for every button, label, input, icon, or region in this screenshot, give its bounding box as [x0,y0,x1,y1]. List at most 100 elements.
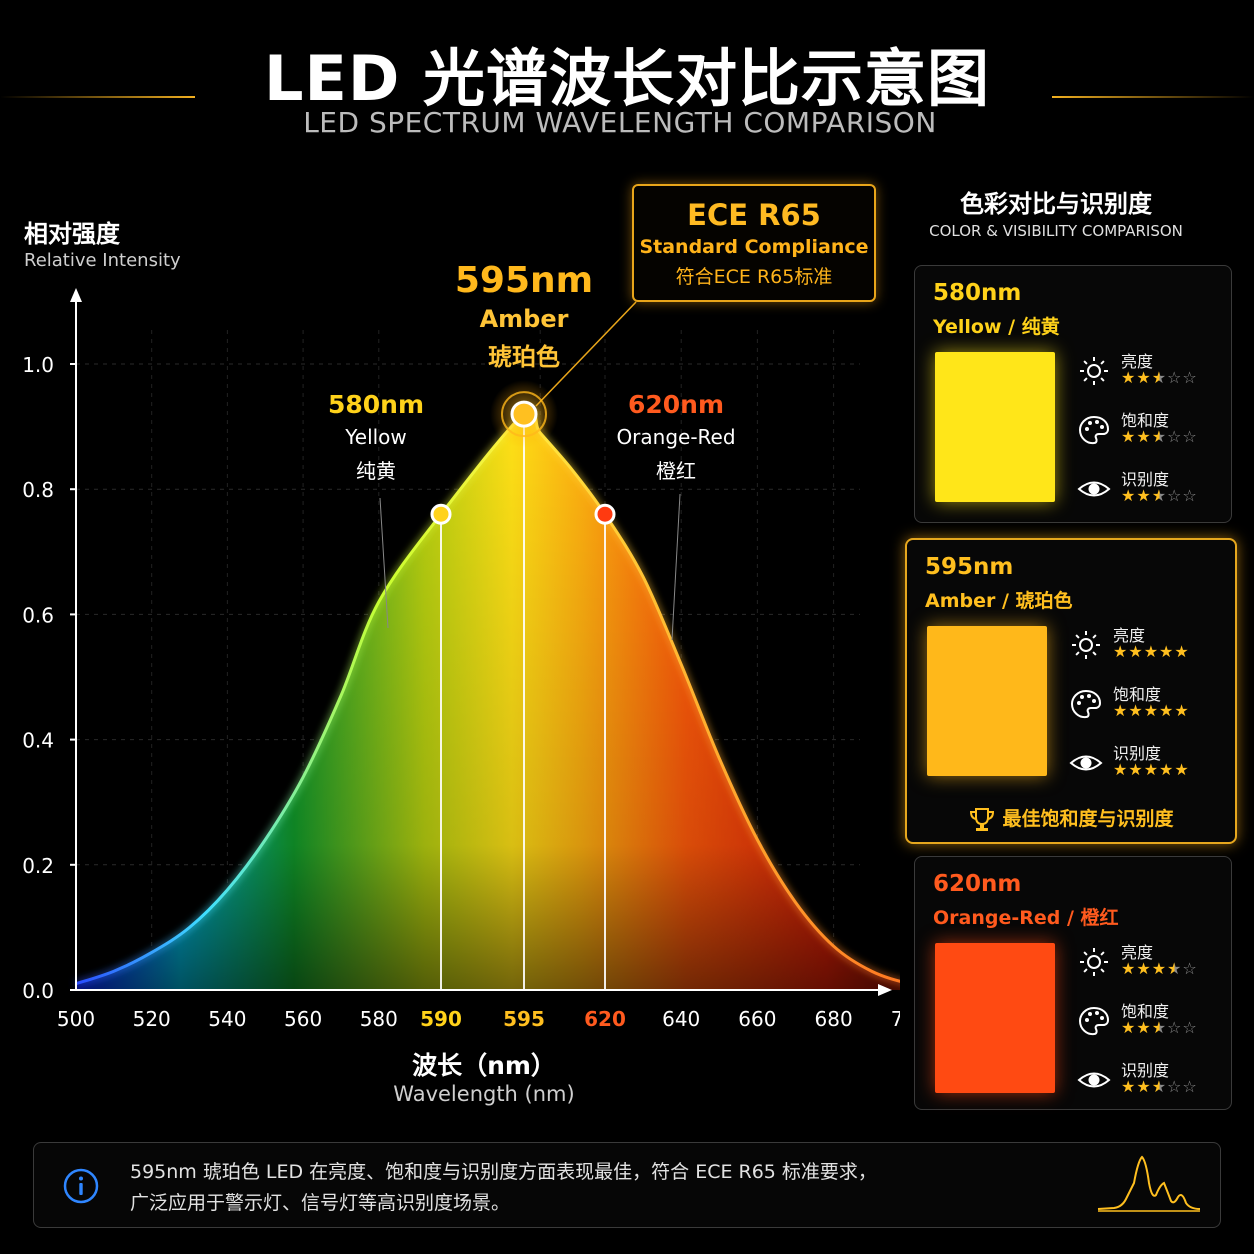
sun-icon [1080,357,1108,385]
card-wavelength: 620nm [933,871,1022,897]
metric-saturation: 饱和度 ★★★☆☆ [1077,407,1227,457]
eye-icon [1069,755,1103,771]
metric-brightness: 亮度 ★★★★☆ [1077,939,1227,989]
page-subtitle: LED SPECTRUM WAVELENGTH COMPARISON [303,106,937,139]
title-divider-left [0,96,195,98]
leader-620 [671,493,681,641]
comparison-subtitle: COLOR & VISIBILITY COMPARISON [929,222,1183,240]
metric-label: 亮度 [1121,943,1154,962]
comparison-card-620nm: 620nm Orange-Red / 橙红 亮度 ★★★★☆ 饱和度 ★★★☆☆ … [914,856,1232,1110]
annotation-595-cn: 琥珀色 [488,343,560,371]
best-badge-label: 最佳饱和度与识别度 [1002,808,1174,830]
marker-point-595 [510,400,538,428]
x-tick-label-660: 660 [738,1007,776,1031]
metric-visibility: 识别度 ★★★★★ [1069,740,1219,790]
eye-icon [1077,481,1111,497]
ece-title: ECE R65 [687,198,821,232]
annotation-leaders [379,301,681,641]
leader-580 [379,497,389,629]
x-tick-label-540: 540 [208,1007,246,1031]
rating-stars: ★★★☆☆ [1121,486,1198,505]
comparison-card-595nm: 595nm Amber / 琥珀色 亮度 ★★★★★ 饱和度 ★★★★★ 识别度 … [905,538,1237,844]
card-color-name: Yellow / 纯黄 [933,316,1060,338]
chart-axes [70,288,892,996]
ece-line2: 符合ECE R65标准 [675,266,833,288]
x-tick-label-580: 580 [360,1007,398,1031]
annotation-580-cn: 纯黄 [356,459,396,483]
metric-label: 饱和度 [1113,685,1162,704]
annotation-580-nm: 580nm [327,390,425,419]
card-color-name: Orange-Red / 橙红 [933,907,1119,929]
rating-stars: ★★★☆☆ [1121,368,1198,387]
color-swatch [935,943,1055,1093]
spectrum-icon [1097,1155,1201,1212]
annotation-620-cn: 橙红 [656,459,696,483]
metric-label: 亮度 [1121,352,1154,371]
chart-markers [430,380,616,525]
y-tick-label-3: 0.6 [22,603,54,627]
x-tick-label-595: 595 [503,1007,545,1031]
eye-icon [1077,1072,1111,1088]
rating-stars: ★★★☆☆ [1121,427,1198,446]
card-color-name: Amber / 琥珀色 [925,590,1073,612]
info-text: 595nm 琥珀色 LED 在亮度、饱和度与识别度方面表现最佳，符合 ECE R… [130,1157,877,1219]
title-divider-right [1052,96,1254,98]
x-axis-label-en: Wavelength (nm) [393,1082,575,1106]
metric-visibility: 识别度 ★★★☆☆ [1077,466,1227,516]
annotation-595-nm: 595nm [454,260,594,301]
rating-stars: ★★★★★ [1113,701,1190,720]
y-axis-arrow [70,288,82,302]
x-tick-label-620: 620 [584,1007,626,1031]
y-tick-label-0: 0.0 [22,979,54,1003]
color-swatch [935,352,1055,502]
metric-visibility: 识别度 ★★★☆☆ [1077,1057,1227,1107]
x-tick-label-700: 700 [891,1007,900,1031]
info-line-1: 595nm 琥珀色 LED 在亮度、饱和度与识别度方面表现最佳，符合 ECE R… [130,1161,877,1183]
y-tick-label-4: 0.8 [22,478,54,502]
annotation-595-en: Amber [479,305,569,333]
chart-tick-labels: 0.0 0.2 0.4 0.6 0.8 1.0 500 520 540 560 580 590 595 6… [22,353,900,1031]
palette-icon [1078,415,1110,445]
leader-ece [535,301,637,407]
metric-label: 识别度 [1121,470,1170,489]
card-wavelength: 580nm [933,280,1022,306]
rating-stars: ★★★★★ [1113,760,1190,779]
metric-label: 亮度 [1113,626,1146,645]
color-swatch [927,626,1047,776]
palette-icon [1078,1006,1110,1036]
sun-icon [1072,631,1100,659]
page-title: LED 光谱波长对比示意图 [264,42,990,115]
marker-ring-595 [501,391,547,438]
rating-stars: ★★★★☆ [1121,959,1198,978]
y-tick-label-2: 0.4 [22,729,54,753]
info-icon [63,1168,99,1204]
marker-point-620 [594,503,616,525]
annotation-580: 580nm Yellow 纯黄 [316,390,436,484]
comparison-title: 色彩对比与识别度 [960,190,1152,218]
y-axis-label-en: Relative Intensity [24,250,181,271]
x-tick-label-590: 590 [420,1007,462,1031]
marker-lines [440,414,606,990]
rating-stars: ★★★☆☆ [1121,1077,1198,1096]
metric-label: 识别度 [1113,744,1162,763]
ece-compliance-box: ECE R65 Standard Compliance 符合ECE R65标准 [632,184,876,302]
x-axis-arrow [878,984,892,996]
y-tick-label-5: 1.0 [22,353,54,377]
metric-label: 饱和度 [1121,411,1170,430]
annotation-620-nm: 620nm [627,390,725,419]
spectrum-chart: 0.0 0.2 0.4 0.6 0.8 1.0 500 520 540 560 580 590 595 6… [22,288,900,1031]
info-line-2: 广泛应用于警示灯、信号灯等高识别度场景。 [130,1192,511,1214]
rating-stars: ★★★★★ [1113,642,1190,661]
metric-label: 识别度 [1121,1061,1170,1080]
metric-saturation: 饱和度 ★★★★★ [1069,681,1219,731]
y-tick-label-1: 0.2 [22,854,54,878]
marker-point-590 [430,503,452,525]
info-bar: 595nm 琥珀色 LED 在亮度、饱和度与识别度方面表现最佳，符合 ECE R… [33,1142,1221,1228]
palette-icon [1070,689,1102,719]
annotation-595: 595nm Amber 琥珀色 [444,260,604,372]
annotation-620: 620nm Orange-Red 橙红 [606,390,746,484]
ece-line1: Standard Compliance [639,236,869,258]
best-badge: 最佳饱和度与识别度 [907,804,1235,833]
rating-stars: ★★★☆☆ [1121,1018,1198,1037]
x-tick-label-640: 640 [662,1007,700,1031]
